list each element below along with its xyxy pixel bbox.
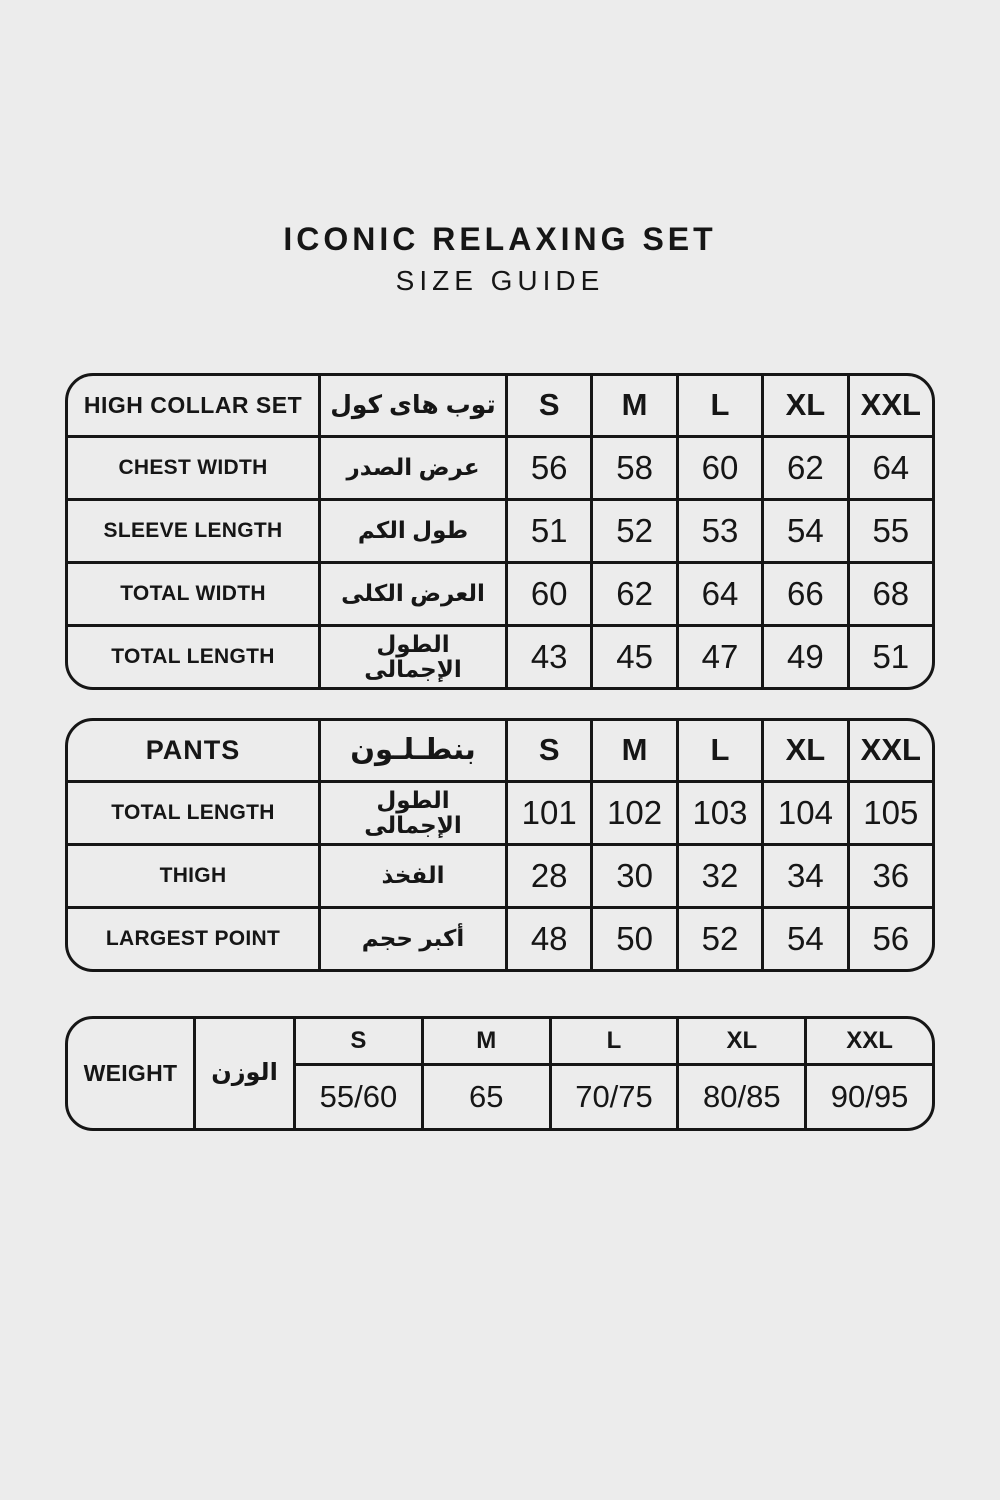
size-header-m: M [420,1019,549,1063]
row-label-en: TOTAL LENGTH [68,780,318,843]
table-title-ar: بنطـلـون [318,721,505,780]
value-cell: 30 [590,843,676,906]
row-label-en: CHEST WIDTH [68,435,318,498]
value-cell: 62 [590,561,676,624]
value-cell: 43 [505,624,591,687]
value-cell: 53 [675,498,762,561]
value-cell: 55 [846,498,932,561]
value-cell: 60 [675,435,762,498]
value-cell: 36 [846,843,932,906]
weight-table: WEIGHT الوزن S M L XL XXL 55/60 65 70/75… [65,1016,935,1131]
value-cell: 56 [846,906,932,969]
value-cell: 54 [761,906,847,969]
value-cell: 48 [505,906,591,969]
value-cell: 62 [761,435,847,498]
weight-label-en: WEIGHT [83,1059,178,1086]
high-collar-set-table: HIGH COLLAR SET توب هاى كول S M L XL XXL… [65,373,935,690]
size-header-m: M [590,721,675,780]
row-label-ar: الطول الإجمالى [318,624,505,687]
row-label-ar: الطول الإجمالى [318,780,505,843]
page-header: ICONIC RELAXING SET SIZE GUIDE [0,221,1000,297]
size-header-l: L [675,376,761,435]
size-header-xxl: XXL [846,376,932,435]
value-cell: 101 [505,780,591,843]
row-label-en: SLEEVE LENGTH [68,498,318,561]
value-cell: 104 [761,780,847,843]
table-title-en: PANTS [145,734,241,765]
value-cell: 51 [505,498,591,561]
row-label-ar: العرض الكلى [318,561,505,624]
row-label-en: TOTAL WIDTH [68,561,318,624]
value-cell: 58 [590,435,676,498]
size-header-xl: XL [761,721,846,780]
value-cell: 103 [675,780,762,843]
value-cell: 56 [505,435,591,498]
value-cell: 51 [846,624,932,687]
size-header-l: L [548,1019,677,1063]
size-header-m: M [590,376,675,435]
weight-label-ar: الوزن [193,1019,293,1128]
size-header-xxl: XXL [846,721,932,780]
size-header-s: S [505,721,590,780]
row-label-ar: طول الكم [318,498,505,561]
size-header-s: S [293,1019,421,1063]
value-cell: 28 [505,843,591,906]
value-cell: 50 [590,906,676,969]
row-label-en: LARGEST POINT [68,906,318,969]
weight-value-cell: 70/75 [548,1063,677,1128]
size-header-s: S [505,376,590,435]
weight-value-cell: 65 [420,1063,549,1128]
weight-value-cell: 55/60 [293,1063,421,1128]
value-cell: 64 [846,435,932,498]
size-header-xl: XL [761,376,846,435]
pants-table: PANTS بنطـلـون S M L XL XXL TOTAL LENGTH… [65,718,935,972]
value-cell: 47 [675,624,762,687]
size-header-xl: XL [676,1019,804,1063]
value-cell: 54 [761,498,847,561]
value-cell: 34 [761,843,847,906]
value-cell: 66 [761,561,847,624]
value-cell: 52 [590,498,676,561]
value-cell: 105 [846,780,932,843]
value-cell: 64 [675,561,762,624]
weight-value-cell: 90/95 [804,1063,932,1128]
table-title-en: HIGH COLLAR SET [83,391,303,418]
value-cell: 102 [590,780,676,843]
value-cell: 52 [675,906,762,969]
size-header-l: L [675,721,761,780]
row-label-ar: أكبر حجم [318,906,505,969]
page-subtitle: SIZE GUIDE [395,265,605,296]
value-cell: 49 [761,624,847,687]
row-label-ar: الفخذ [318,843,505,906]
page-title: ICONIC RELAXING SET [283,221,717,257]
value-cell: 45 [590,624,676,687]
row-label-en: TOTAL LENGTH [68,624,318,687]
row-label-en: THIGH [68,843,318,906]
value-cell: 68 [846,561,932,624]
value-cell: 60 [505,561,591,624]
size-header-xxl: XXL [804,1019,932,1063]
weight-value-cell: 80/85 [676,1063,805,1128]
row-label-ar: عرض الصدر [318,435,505,498]
value-cell: 32 [675,843,762,906]
table-title-ar: توب هاى كول [318,376,505,435]
